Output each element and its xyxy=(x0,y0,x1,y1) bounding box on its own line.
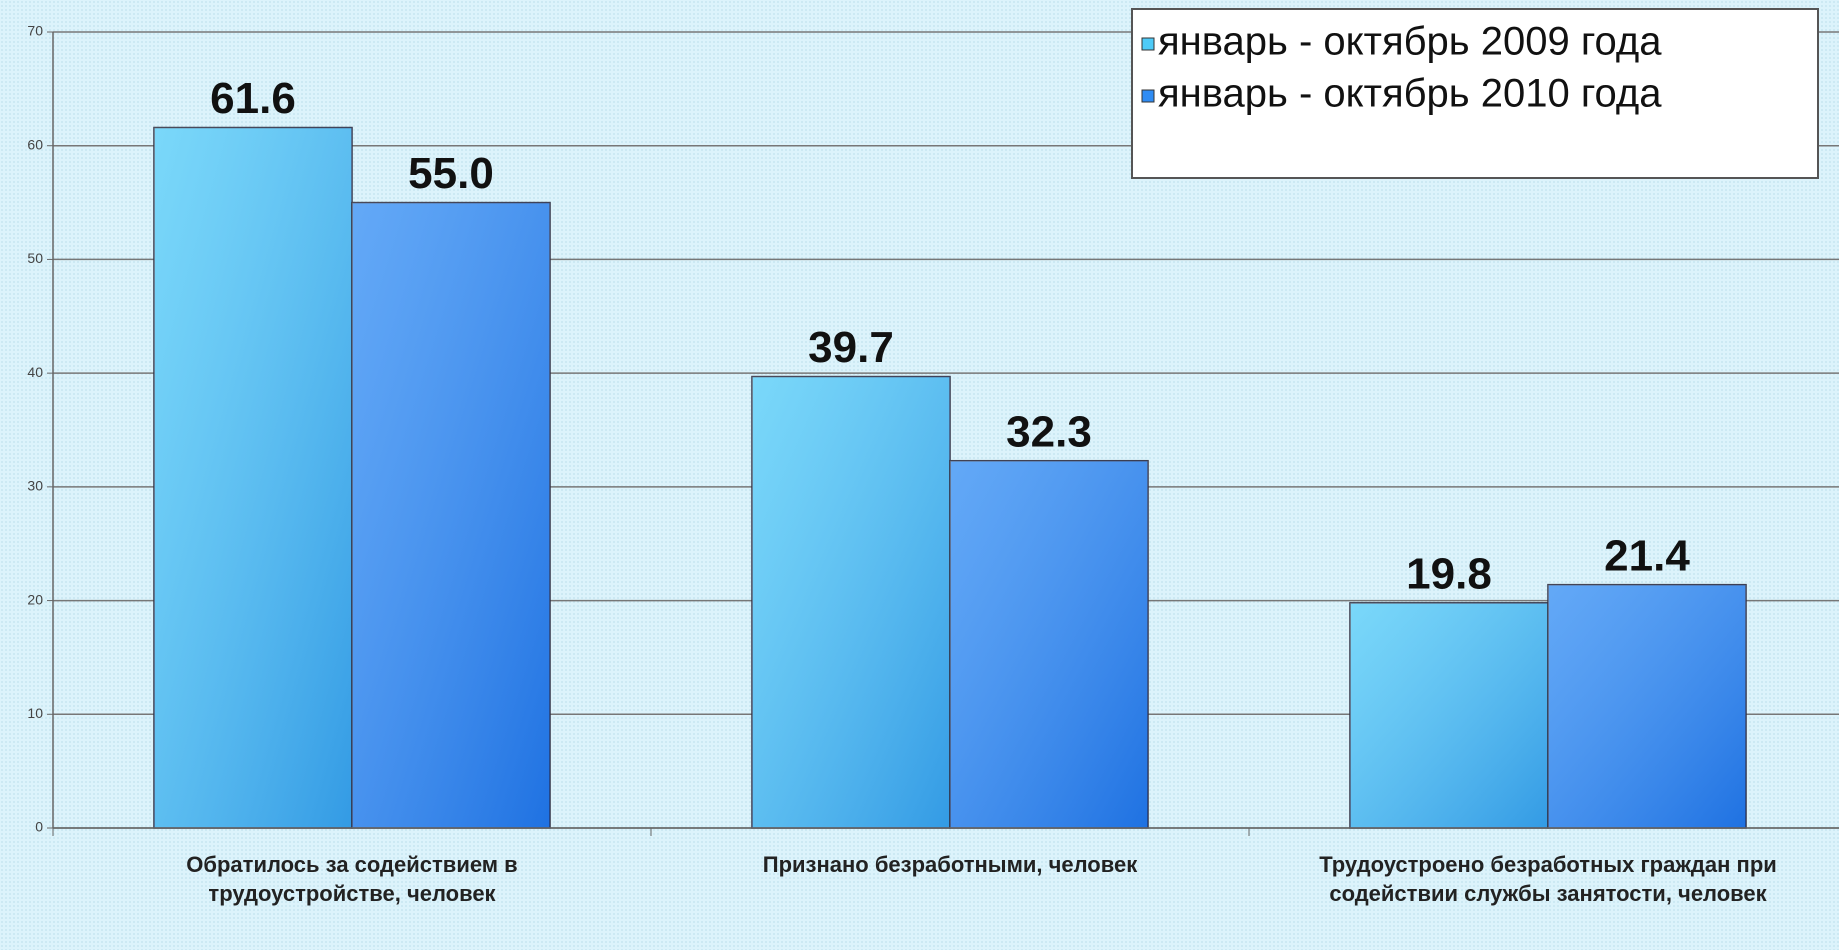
legend-swatch xyxy=(1141,37,1155,51)
value-label: 55.0 xyxy=(408,149,494,198)
bar xyxy=(1547,583,1747,829)
value-label: 21.4 xyxy=(1604,531,1690,580)
x-tick-label: Трудоустроено безработных граждан при со… xyxy=(1319,852,1777,906)
y-tick-label: 0 xyxy=(35,819,43,835)
legend-label: январь - октябрь 2010 года xyxy=(1158,72,1662,116)
bar xyxy=(949,459,1149,829)
y-tick-label: 20 xyxy=(27,591,43,607)
bar xyxy=(153,126,353,829)
legend-swatch xyxy=(1141,89,1155,103)
y-tick-label: 30 xyxy=(27,478,43,494)
x-tick-label: Обратилось за содействием в трудоустройс… xyxy=(186,852,518,906)
value-label: 19.8 xyxy=(1406,549,1492,598)
bar xyxy=(751,375,951,829)
bar xyxy=(1349,602,1549,829)
y-tick-label: 70 xyxy=(27,23,43,39)
legend-label: январь - октябрь 2009 года xyxy=(1158,20,1662,64)
y-tick-label: 60 xyxy=(27,136,43,152)
value-label: 61.6 xyxy=(210,74,296,123)
value-label: 39.7 xyxy=(808,323,894,372)
y-tick-label: 40 xyxy=(27,364,43,380)
y-tick-label: 50 xyxy=(27,250,43,266)
y-tick-label: 10 xyxy=(27,705,43,721)
legend-box xyxy=(1131,8,1819,179)
bar xyxy=(351,201,551,829)
value-label: 32.3 xyxy=(1006,407,1092,456)
x-tick-label: Признано безработными, человек xyxy=(762,852,1138,877)
